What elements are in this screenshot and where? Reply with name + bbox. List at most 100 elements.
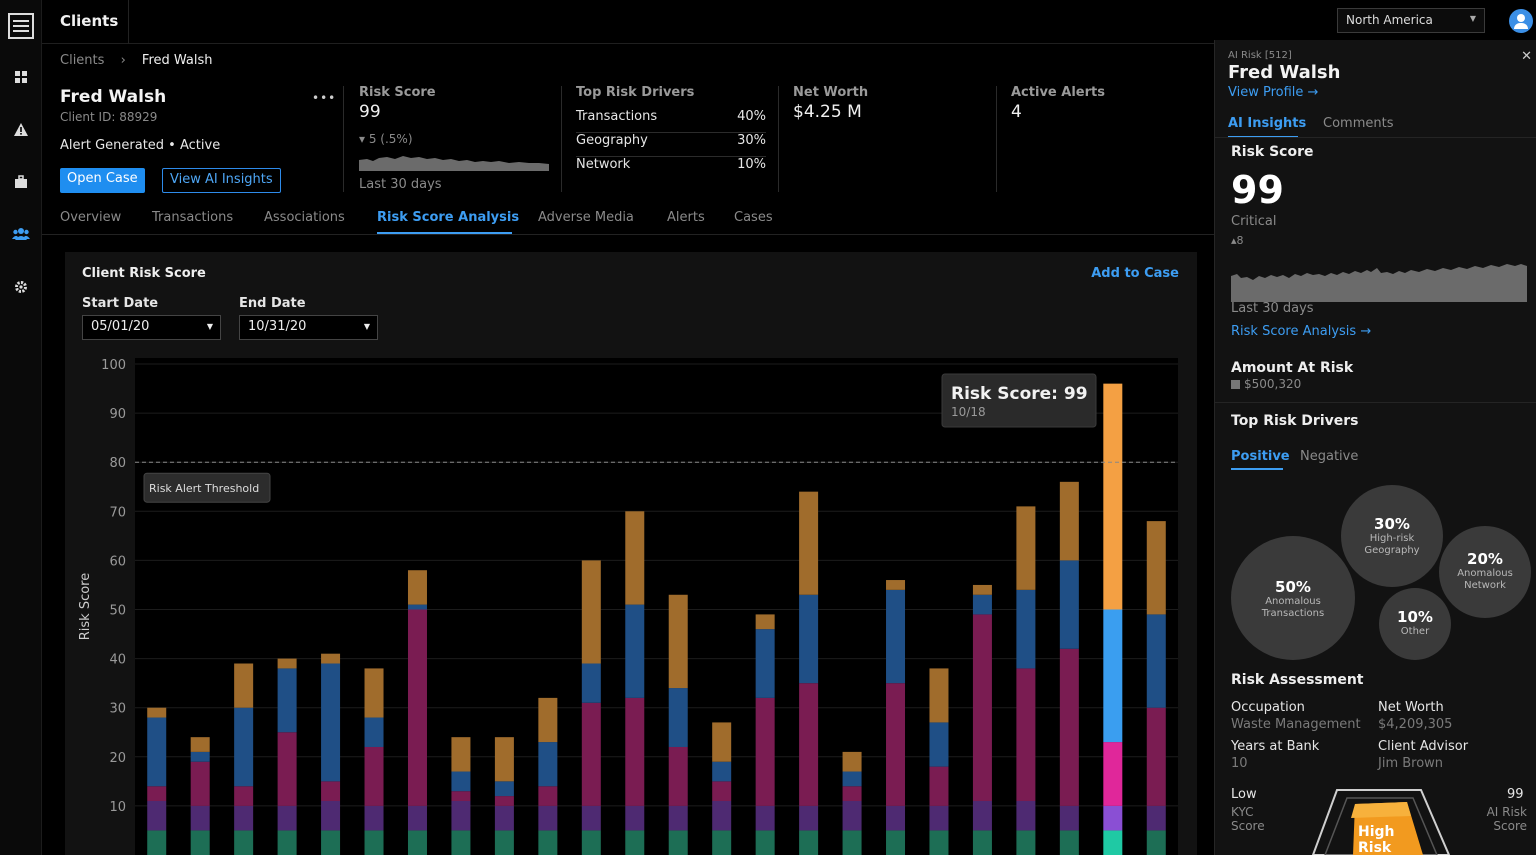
net-worth-value: $4.25 M <box>793 102 862 122</box>
bar-segment <box>277 805 297 831</box>
driver-row: Transactions 40% <box>576 109 766 133</box>
dashboard-icon[interactable] <box>12 70 30 88</box>
y-tick-label: 80 <box>109 456 126 471</box>
bar-segment <box>147 800 167 831</box>
bar-segment <box>538 805 558 831</box>
tab-positive[interactable]: Positive <box>1231 449 1290 464</box>
client-id: Client ID: 88929 <box>60 110 158 124</box>
tab-cases[interactable]: Cases <box>734 210 773 225</box>
threshold-label-box <box>143 472 271 503</box>
driver-pct: 40% <box>737 109 766 124</box>
tab-overview[interactable]: Overview <box>60 210 122 225</box>
bar-segment <box>581 702 601 806</box>
tooltip-date: 10/18 <box>951 405 986 419</box>
bar-segment <box>929 722 949 767</box>
start-date-label: Start Date <box>82 296 159 311</box>
y-tick-label: 30 <box>109 702 126 717</box>
menu-logo-icon[interactable] <box>8 13 34 39</box>
region-select-value: North America <box>1346 13 1433 27</box>
region-select[interactable]: North America ▼ <box>1337 8 1485 33</box>
bar-segment <box>1016 589 1036 669</box>
start-date-select[interactable]: 05/01/20 ▼ <box>82 315 221 340</box>
driver-bubble[interactable]: 20% Anomalous Network <box>1439 526 1531 618</box>
tab-adverse-media[interactable]: Adverse Media <box>538 210 634 225</box>
risk-score-delta: ▾ 5 (.5%) <box>359 132 413 146</box>
bar-segment <box>972 614 992 801</box>
tab-transactions[interactable]: Transactions <box>152 210 234 225</box>
bar-segment <box>1059 830 1079 855</box>
tab-negative[interactable]: Negative <box>1300 449 1359 464</box>
kyc-score-value: Low <box>1231 787 1257 802</box>
bar-segment <box>321 663 341 782</box>
bar-segment <box>625 697 645 806</box>
bar-segment <box>494 737 514 782</box>
briefcase-icon[interactable] <box>12 174 30 192</box>
driver-bubble[interactable]: 50% Anomalous Transactions <box>1231 536 1355 660</box>
bar-segment <box>147 786 167 801</box>
bar-segment <box>886 683 906 806</box>
breadcrumb-clients-link[interactable]: Clients <box>60 53 105 68</box>
bar-segment <box>755 629 775 698</box>
bar-segment <box>494 796 514 806</box>
tab-risk-score-analysis[interactable]: Risk Score Analysis <box>377 210 520 225</box>
alert-icon[interactable] <box>12 122 30 140</box>
add-to-case-link[interactable]: Add to Case <box>1091 266 1179 281</box>
driver-bubble[interactable]: 10% Other <box>1379 588 1451 660</box>
assessment-key: Client Advisor <box>1378 739 1469 754</box>
bubble-label: High-risk Geography <box>1364 533 1420 556</box>
y-tick-label: 60 <box>109 554 126 569</box>
bar-segment <box>364 830 384 855</box>
tab-ai-insights[interactable]: AI Insights <box>1228 116 1307 131</box>
risk-gauge <box>1311 789 1451 855</box>
kyc-score-label: KYC Score <box>1231 805 1265 833</box>
bar-segment <box>190 830 210 855</box>
bar-segment <box>842 771 862 787</box>
end-date-select[interactable]: 10/31/20 ▼ <box>239 315 378 340</box>
ai-insights-panel: ✕ AI Risk [512] Fred Walsh View Profile … <box>1214 40 1536 855</box>
risk-score-period: Last 30 days <box>359 177 442 192</box>
view-ai-insights-button[interactable]: View AI Insights <box>162 168 281 193</box>
bar-segment <box>1059 648 1079 806</box>
breadcrumb: Clients › Fred Walsh <box>60 53 213 68</box>
bar-segment <box>886 830 906 855</box>
bar-segment <box>407 830 427 855</box>
view-profile-link[interactable]: View Profile → <box>1228 85 1319 100</box>
active-alerts-stat: Active Alerts 4 <box>1011 85 1201 193</box>
bar-segment <box>321 830 341 855</box>
open-case-button[interactable]: Open Case <box>60 168 145 193</box>
bar-segment <box>712 800 732 831</box>
ai-risk-score-value: 99 <box>1507 787 1524 802</box>
bar-segment <box>929 766 949 806</box>
bar-segment <box>451 737 471 772</box>
clients-icon[interactable] <box>12 227 30 245</box>
bar-segment <box>538 786 558 806</box>
client-status: Alert Generated • Active <box>60 138 221 153</box>
chevron-down-icon: ▼ <box>206 322 213 331</box>
bar-segment <box>277 668 297 733</box>
assessment-value: 10 <box>1231 756 1248 771</box>
settings-gear-icon[interactable] <box>12 280 30 298</box>
more-options-icon[interactable]: ••• <box>312 91 337 105</box>
side-top-drivers-heading: Top Risk Drivers <box>1231 413 1359 429</box>
side-risk-severity: Critical <box>1231 214 1277 229</box>
close-icon[interactable]: ✕ <box>1521 49 1532 64</box>
assessment-value: Waste Management <box>1231 717 1361 732</box>
tab-comments[interactable]: Comments <box>1323 116 1394 131</box>
bar-segment <box>886 580 906 590</box>
bar-segment <box>364 717 384 747</box>
driver-bubble[interactable]: 30% High-risk Geography <box>1341 485 1443 587</box>
risk-score-analysis-link[interactable]: Risk Score Analysis → <box>1231 324 1372 339</box>
bar-segment <box>972 584 992 595</box>
tooltip-title: Risk Score: 99 <box>951 384 1088 404</box>
bar-segment <box>668 746 688 806</box>
tab-associations[interactable]: Associations <box>264 210 345 225</box>
tab-alerts[interactable]: Alerts <box>667 210 705 225</box>
user-avatar-icon[interactable] <box>1509 9 1533 33</box>
bar-segment <box>1146 830 1166 855</box>
bar-segment <box>1146 614 1166 708</box>
bar-segment <box>1103 383 1123 610</box>
bar-segment <box>668 805 688 831</box>
assessment-item: Net Worth $4,209,305 <box>1378 700 1518 732</box>
left-rail <box>0 0 42 855</box>
bar-segment <box>581 830 601 855</box>
